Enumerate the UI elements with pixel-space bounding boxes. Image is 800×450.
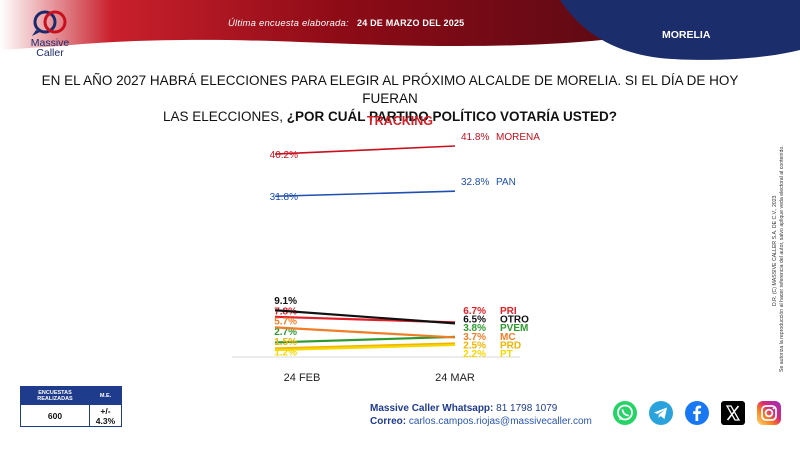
start-value-label: 5.7% bbox=[274, 317, 297, 328]
sample-stats-table: ENCUESTAS REALIZADAS M.E. 600 +/- 4.3% bbox=[20, 386, 123, 427]
start-value-label: 1.2% bbox=[274, 348, 297, 359]
series-line-prd bbox=[274, 342, 456, 350]
end-value-label: 32.8% bbox=[461, 177, 489, 188]
series-line-mc bbox=[274, 326, 456, 339]
instagram-icon[interactable] bbox=[756, 400, 782, 426]
social-icons bbox=[612, 400, 784, 428]
start-value-label: 2.7% bbox=[274, 327, 297, 338]
logo-mark-icon bbox=[32, 10, 67, 36]
series-line-pvem bbox=[274, 335, 456, 344]
whatsapp-number: 81 1798 1079 bbox=[496, 403, 558, 414]
series-name-label: PT bbox=[500, 349, 513, 360]
header-band: Última encuesta elaborada: 24 DE MARZO D… bbox=[0, 0, 800, 62]
series-name-label: MC bbox=[500, 332, 516, 343]
series-name-label: PAN bbox=[496, 177, 516, 188]
end-value-label: 6.5% bbox=[463, 315, 486, 326]
series-name-label: OTRO bbox=[500, 315, 529, 326]
end-value-label: 2.5% bbox=[463, 340, 486, 351]
legal-note-line1: D.R. (C) MASSIVE CALLER S.A. DE C.V., 20… bbox=[772, 195, 778, 306]
legal-note: D.R. (C) MASSIVE CALLER S.A. DE C.V., 20… bbox=[769, 88, 787, 378]
series-line-pan bbox=[274, 190, 456, 198]
x-tick-label: 24 FEB bbox=[284, 372, 321, 384]
question-line1: EN EL AÑO 2027 HABRÁ ELECCIONES PARA ELE… bbox=[41, 73, 739, 106]
question-line2-prefix: LAS ELECCIONES, bbox=[162, 109, 287, 124]
end-value-label: 3.7% bbox=[463, 332, 486, 343]
series-line-otro bbox=[274, 309, 456, 325]
end-value-label: 3.8% bbox=[463, 323, 486, 334]
survey-question: EN EL AÑO 2027 HABRÁ ELECCIONES PARA ELE… bbox=[30, 72, 750, 126]
start-value-label: 40.2% bbox=[270, 150, 298, 161]
margin-value: +/- 4.3% bbox=[88, 404, 123, 427]
end-value-label: 6.7% bbox=[463, 306, 486, 317]
series-line-morena bbox=[274, 145, 456, 155]
start-value-label: 7.8% bbox=[274, 306, 297, 317]
series-name-label: MORENA bbox=[496, 132, 540, 143]
series-line-pri bbox=[274, 315, 456, 324]
email-label: Correo: bbox=[370, 416, 407, 427]
start-value-label: 1.5% bbox=[274, 337, 297, 348]
header-background bbox=[0, 0, 800, 60]
massive-caller-logo: Massive Caller bbox=[22, 8, 78, 62]
x-tick-label: 24 MAR bbox=[435, 372, 475, 384]
margin-header: M.E. bbox=[88, 386, 123, 405]
facebook-icon[interactable] bbox=[684, 400, 710, 426]
survey-date: 24 DE MARZO DEL 2025 bbox=[357, 18, 465, 28]
surveys-header: ENCUESTAS REALIZADAS bbox=[20, 386, 90, 405]
chart-title: TRACKING bbox=[367, 114, 433, 128]
x-icon[interactable] bbox=[720, 400, 746, 426]
telegram-icon[interactable] bbox=[648, 400, 674, 426]
end-value-label: 41.8% bbox=[461, 132, 489, 143]
series-name-label: PVEM bbox=[500, 323, 528, 334]
email-address[interactable]: carlos.campos.riojas@massivecaller.com bbox=[408, 416, 592, 427]
series-name-label: PRD bbox=[500, 340, 521, 351]
question-line2: LAS ELECCIONES, ¿POR CUÁL PARTIDO POLÍTI… bbox=[30, 108, 750, 126]
survey-date-label: Última encuesta elaborada: bbox=[228, 18, 349, 29]
surveys-value: 600 bbox=[20, 404, 90, 427]
logo-text-line1: Massive bbox=[30, 37, 70, 49]
start-value-label: 31.8% bbox=[270, 192, 298, 203]
question-line2-bold: ¿POR CUÁL PARTIDO POLÍTICO VOTARÍA USTED… bbox=[286, 109, 618, 124]
end-value-label: 2.2% bbox=[463, 349, 486, 360]
whatsapp-icon[interactable] bbox=[612, 400, 638, 426]
legal-note-line2: Se autoriza la reproducción al hacer ref… bbox=[779, 145, 785, 372]
series-line-pt bbox=[274, 343, 456, 352]
logo-text-line2: Caller bbox=[36, 47, 64, 59]
whatsapp-label: Massive Caller Whatsapp: bbox=[370, 403, 494, 414]
region-label: MORELIA bbox=[662, 29, 711, 41]
series-name-label: PRI bbox=[500, 306, 517, 317]
contact-info: Massive Caller Whatsapp: 81 1798 1079 Co… bbox=[370, 402, 592, 428]
start-value-label: 9.1% bbox=[274, 296, 297, 307]
